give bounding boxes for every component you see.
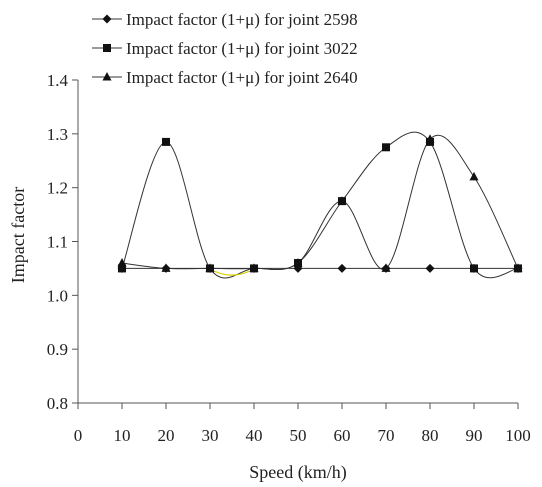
data-point-series-3 bbox=[337, 196, 347, 205]
series-line-3 bbox=[121, 134, 519, 271]
data-point-series-3 bbox=[381, 263, 391, 272]
x-tick-label: 30 bbox=[202, 426, 219, 445]
markers-layer bbox=[117, 134, 523, 273]
x-tick-label: 20 bbox=[158, 426, 175, 445]
legend-marker-3 bbox=[102, 72, 112, 81]
data-point-series-3 bbox=[469, 171, 479, 181]
data-point-series-3 bbox=[513, 263, 523, 272]
data-point-series-3 bbox=[117, 258, 127, 267]
highlight-segment bbox=[214, 270, 250, 276]
x-tick-label: 60 bbox=[334, 426, 351, 445]
legend-label-3: Impact factor (1+μ) for joint 2640 bbox=[126, 68, 358, 87]
x-tick-label: 50 bbox=[290, 426, 307, 445]
x-axis-title: Speed (km/h) bbox=[249, 462, 346, 482]
x-tick-label: 90 bbox=[466, 426, 483, 445]
y-tick-label: 0.8 bbox=[47, 394, 68, 413]
legend-marker-1 bbox=[102, 14, 112, 24]
y-tick-label: 1.4 bbox=[47, 71, 69, 90]
x-tick-label: 70 bbox=[378, 426, 395, 445]
data-point-series-3 bbox=[205, 263, 215, 272]
data-point-series-2 bbox=[118, 264, 126, 273]
y-tick-label: 1.1 bbox=[47, 233, 68, 252]
data-point-series-2 bbox=[162, 137, 170, 146]
legend-label-1: Impact factor (1+μ) for joint 2598 bbox=[126, 10, 358, 29]
data-point-series-3 bbox=[161, 263, 171, 272]
data-point-series-1 bbox=[337, 263, 347, 273]
data-point-series-3 bbox=[293, 258, 303, 267]
legend: Impact factor (1+μ) for joint 2598 Impact… bbox=[92, 10, 358, 87]
y-axis-title: Impact factor bbox=[8, 187, 28, 283]
x-tick-label: 100 bbox=[505, 426, 531, 445]
x-tick-label: 10 bbox=[114, 426, 131, 445]
data-point-series-2 bbox=[470, 264, 478, 273]
series-line-2 bbox=[121, 131, 519, 279]
data-point-series-2 bbox=[382, 143, 390, 152]
legend-marker-2 bbox=[103, 44, 111, 52]
y-tick-label: 1.3 bbox=[47, 125, 68, 144]
x-tick-label: 80 bbox=[422, 426, 439, 445]
data-point-series-1 bbox=[425, 263, 435, 273]
x-tick-label: 40 bbox=[246, 426, 263, 445]
y-tick-label: 1.0 bbox=[47, 286, 68, 305]
y-tick-label: 0.9 bbox=[47, 340, 68, 359]
x-tick-label: 0 bbox=[74, 426, 83, 445]
series-layer bbox=[121, 131, 519, 279]
legend-label-2: Impact factor (1+μ) for joint 3022 bbox=[126, 39, 358, 58]
data-point-series-3 bbox=[425, 134, 435, 143]
y-tick-label: 1.2 bbox=[47, 179, 68, 198]
data-point-series-3 bbox=[249, 263, 259, 272]
axes-layer: 0.8 0.9 1.0 1.1 1.2 1.3 1.4 0 10 20 30 40 50 60 70 80 90… bbox=[47, 71, 531, 445]
